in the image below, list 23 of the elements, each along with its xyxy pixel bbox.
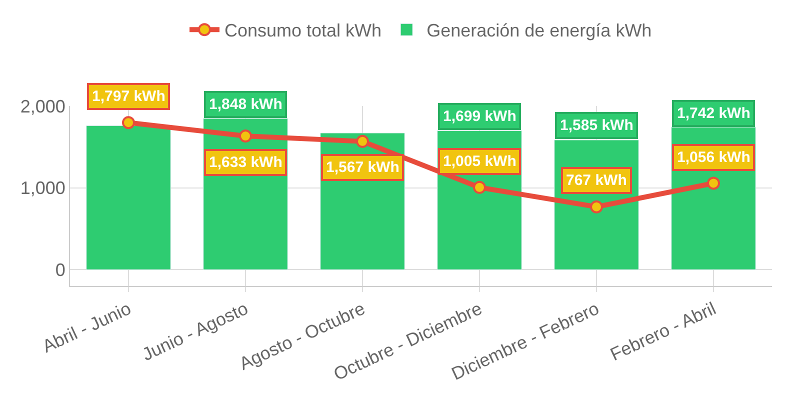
data-label: 1,005 kWh — [443, 153, 516, 170]
data-label: 1,567 kWh — [326, 159, 400, 176]
data-label: 1,848 kWh — [209, 96, 282, 113]
point — [473, 180, 486, 194]
data-label: 767 kWh — [566, 172, 627, 189]
data-label: 1,742 kWh — [677, 105, 750, 122]
y-tick-label: 0 — [55, 260, 66, 280]
point — [239, 130, 252, 143]
data-label: 1,797 kWh — [92, 88, 166, 105]
point — [356, 134, 369, 148]
data-label: 1,633 kWh — [209, 154, 282, 171]
legend-label: Consumo total kWh — [224, 20, 382, 41]
bar — [86, 125, 171, 270]
point — [122, 116, 135, 130]
data-label: 1,585 kWh — [560, 117, 634, 134]
x-tick-label: Abril - Junio — [39, 298, 134, 357]
data-label: 1,056 kWh — [677, 149, 750, 166]
y-tick-label: 2,000 — [20, 96, 66, 116]
point — [590, 200, 603, 214]
y-tick-label: 1,000 — [20, 178, 66, 198]
point — [707, 176, 720, 190]
data-label: 1,699 kWh — [443, 108, 516, 125]
legend-label: Generación de energía kWh — [426, 20, 652, 41]
